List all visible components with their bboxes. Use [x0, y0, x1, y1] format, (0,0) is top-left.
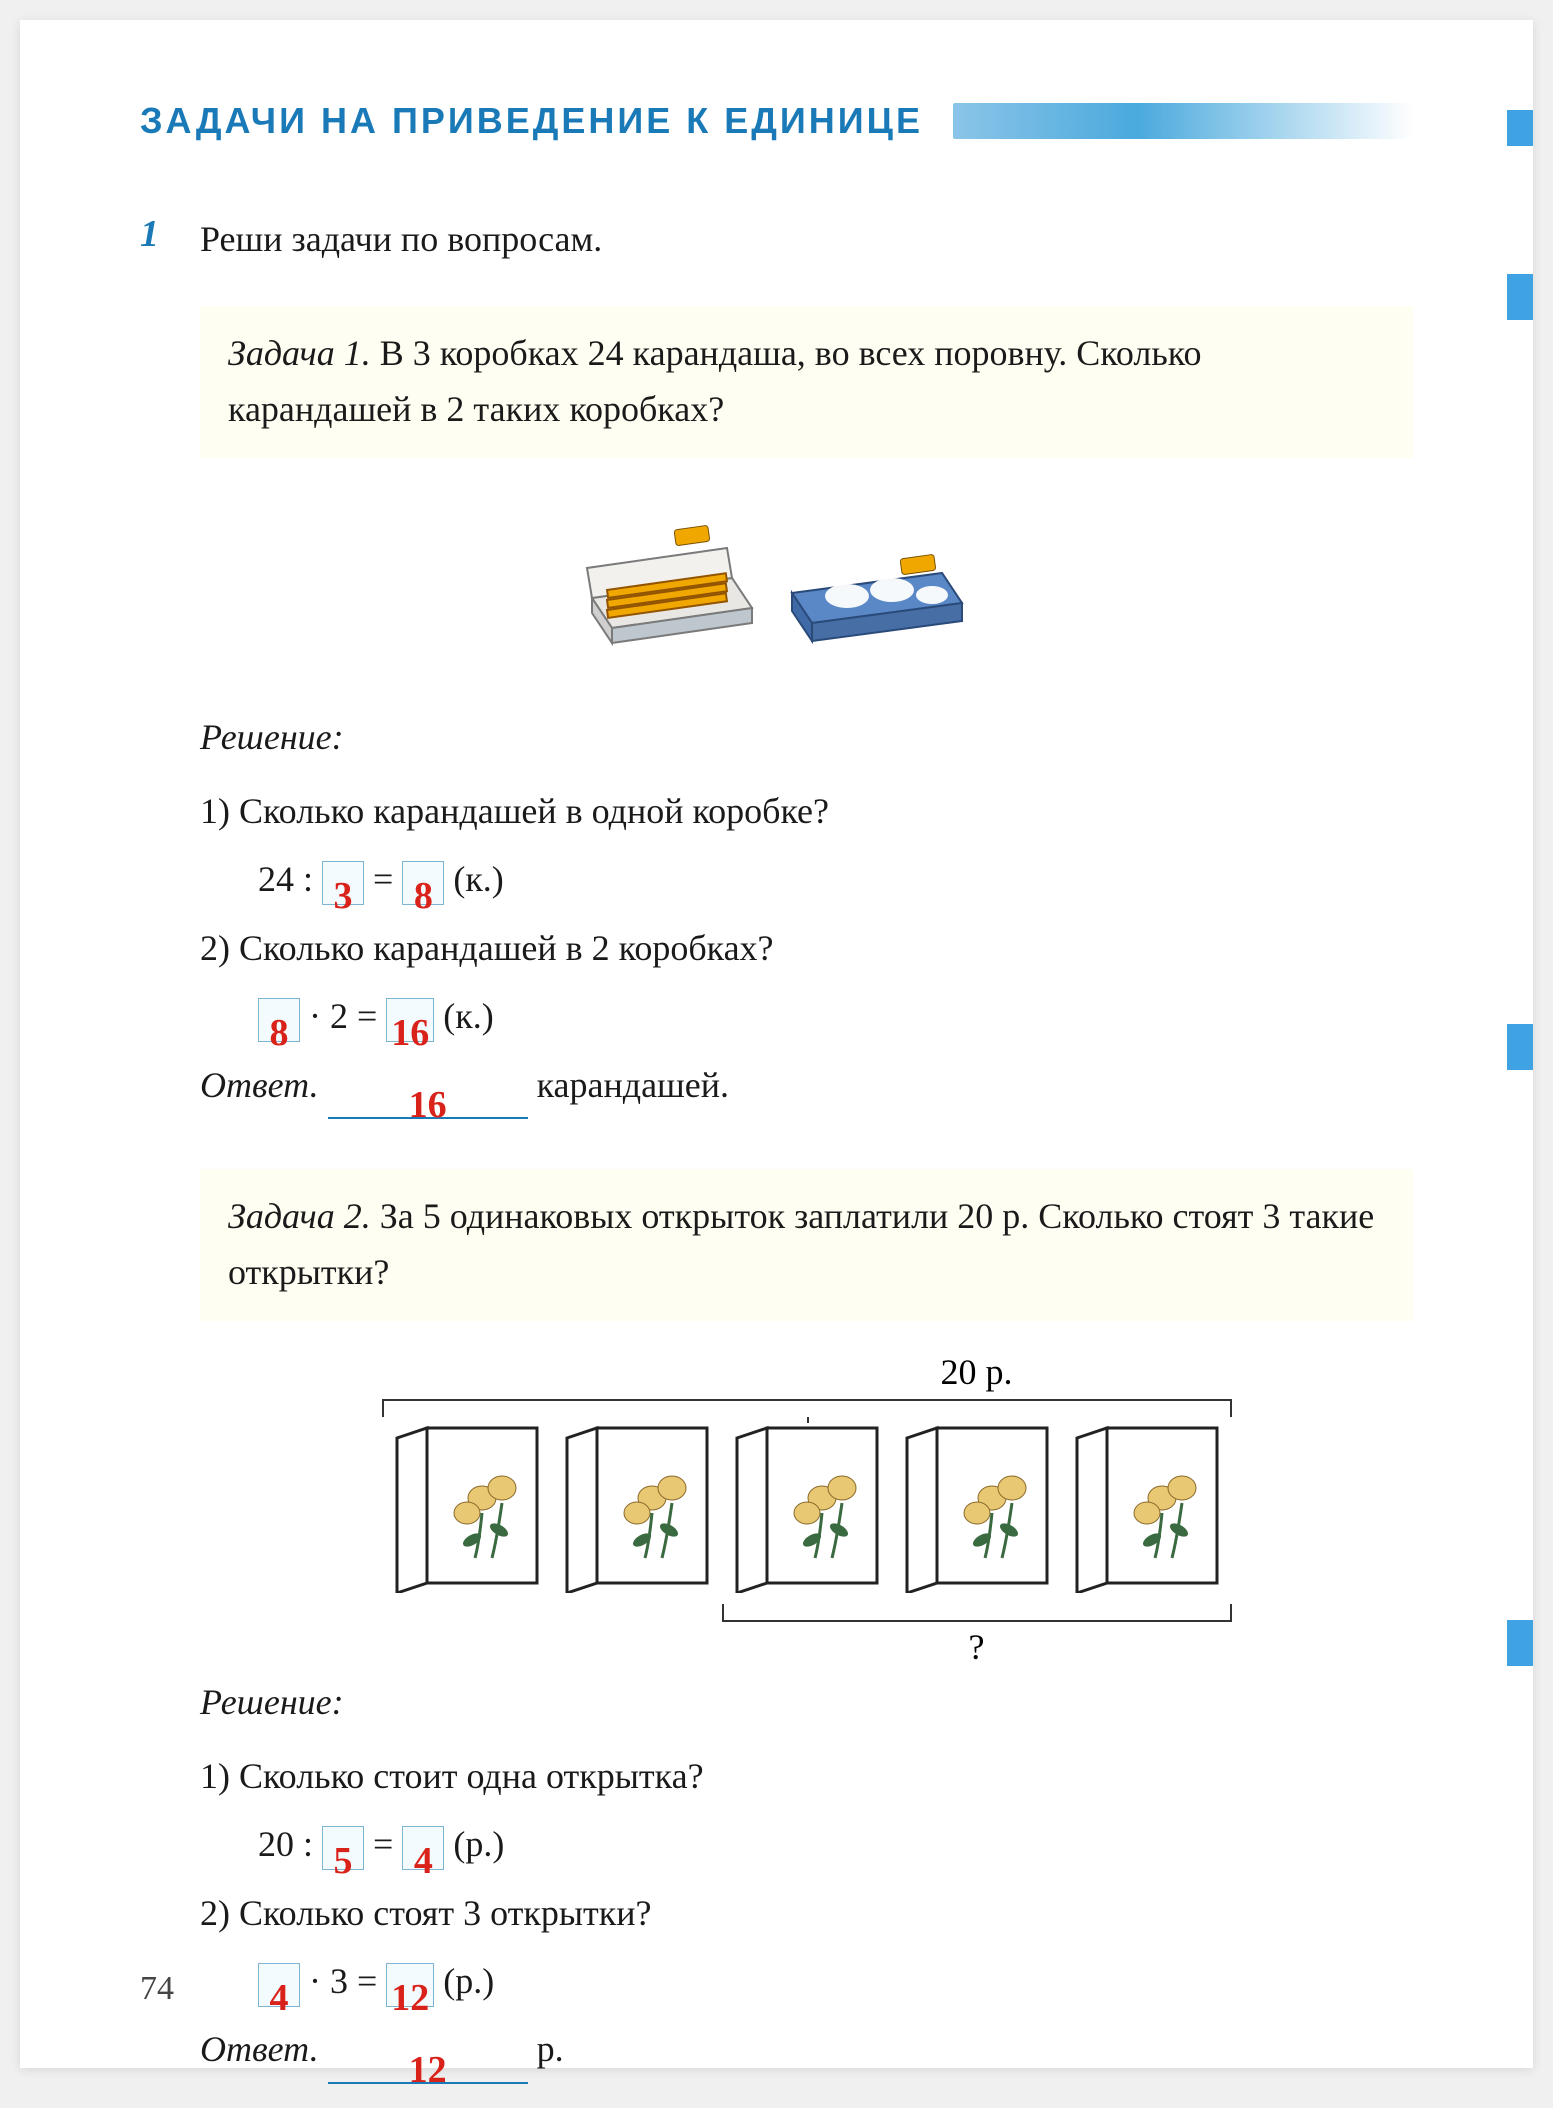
exercise-row: 1 Реши задачи по вопросам. [140, 212, 1413, 266]
unit: (к.) [453, 859, 503, 899]
unit: (р.) [443, 1961, 494, 2001]
answer-label: Ответ. [200, 2029, 319, 2069]
expr-mid: · 3 = [309, 1961, 377, 2001]
task1-step1-question: 1) Сколько карандашей в одной коробке? [200, 777, 1413, 845]
task1-step1-expression: 24 : 3 = 8 (к.) [258, 845, 1413, 913]
answer-field[interactable]: 8 [258, 998, 300, 1042]
answer-blank[interactable]: 16 [328, 1075, 528, 1119]
answer-field[interactable]: 4 [402, 1826, 444, 1870]
card-icon [1072, 1423, 1222, 1593]
answer-value: 3 [334, 875, 353, 917]
task2-step2-question: 2) Сколько стоят 3 открытки? [200, 1879, 1413, 1947]
task2-step1-expression: 20 : 5 = 4 (р.) [258, 1810, 1413, 1878]
cards-top-label: 20 р. [540, 1351, 1413, 1393]
task2-illustration: 20 р. ? [200, 1351, 1413, 1668]
card-icon [392, 1423, 542, 1593]
answer-value: 16 [409, 1084, 447, 1126]
answer-field[interactable]: 12 [386, 1963, 434, 2007]
task1-answer-row: Ответ. 16 карандашей. [200, 1051, 1413, 1119]
cards-bottom-label: ? [722, 1626, 1232, 1668]
task1-text: В 3 коробках 24 карандаша, во всех поров… [228, 333, 1201, 429]
unit: (р.) [453, 1824, 504, 1864]
edge-marker [1507, 1620, 1533, 1666]
page: ЗАДАЧИ НА ПРИВЕДЕНИЕ К ЕДИНИЦЕ 1 Реши за… [20, 20, 1533, 2068]
edge-marker [1507, 1024, 1533, 1070]
task2-answer-row: Ответ. 12 р. [200, 2015, 1413, 2083]
answer-field[interactable]: 8 [402, 861, 444, 905]
expr-mid: · 2 = [309, 996, 377, 1036]
edge-marker [1507, 110, 1533, 146]
solution-label: Решение: [200, 703, 1413, 771]
exercise-instruction: Реши задачи по вопросам. [200, 212, 602, 266]
task2-step2-expression: 4 · 3 = 12 (р.) [258, 1947, 1413, 2015]
task1-solution: Решение: 1) Сколько карандашей в одной к… [200, 703, 1413, 1119]
card-icon [902, 1423, 1052, 1593]
answer-field[interactable]: 5 [322, 1826, 364, 1870]
task1-step2-question: 2) Сколько карандашей в 2 коробках? [200, 914, 1413, 982]
bracket-top [382, 1399, 1232, 1417]
task2-box: Задача 2. За 5 одинаковых открыток запла… [200, 1169, 1413, 1321]
answer-unit: карандашей. [537, 1065, 729, 1105]
expr-left: 20 : [258, 1824, 313, 1864]
exercise-number: 1 [140, 212, 200, 256]
answer-unit: р. [537, 2029, 564, 2069]
task1-label: Задача 1. [228, 333, 371, 373]
answer-value: 16 [391, 1012, 429, 1054]
task1-box: Задача 1. В 3 коробках 24 карандаша, во … [200, 306, 1413, 458]
cards-row [392, 1423, 1222, 1593]
bracket-bottom [722, 1604, 1232, 1622]
page-number: 74 [140, 1970, 174, 2008]
equals: = [373, 1824, 393, 1864]
pencil-boxes-icon [562, 488, 992, 658]
task2-label: Задача 2. [228, 1196, 371, 1236]
answer-field[interactable]: 3 [322, 861, 364, 905]
answer-value: 4 [414, 1840, 433, 1882]
task2-step1-question: 1) Сколько стоит одна открытка? [200, 1742, 1413, 1810]
section-title: ЗАДАЧИ НА ПРИВЕДЕНИЕ К ЕДИНИЦЕ [140, 100, 923, 142]
task2-solution: Решение: 1) Сколько стоит одна открытка?… [200, 1668, 1413, 2084]
answer-value: 4 [270, 1977, 289, 2019]
answer-value: 8 [270, 1012, 289, 1054]
answer-value: 8 [414, 875, 433, 917]
task1-step2-expression: 8 · 2 = 16 (к.) [258, 982, 1413, 1050]
edge-marker [1507, 274, 1533, 320]
answer-value: 12 [391, 1977, 429, 2019]
task2-text: За 5 одинаковых открыток заплатили 20 р.… [228, 1196, 1374, 1292]
answer-field[interactable]: 4 [258, 1963, 300, 2007]
solution-label: Решение: [200, 1668, 1413, 1736]
unit: (к.) [443, 996, 493, 1036]
card-icon [732, 1423, 882, 1593]
section-header: ЗАДАЧИ НА ПРИВЕДЕНИЕ К ЕДИНИЦЕ [140, 100, 1413, 142]
answer-value: 5 [334, 1840, 353, 1882]
answer-field[interactable]: 16 [386, 998, 434, 1042]
answer-blank[interactable]: 12 [328, 2040, 528, 2084]
equals: = [373, 859, 393, 899]
card-icon [562, 1423, 712, 1593]
task1-illustration [140, 488, 1413, 663]
answer-value: 12 [409, 2049, 447, 2091]
answer-label: Ответ. [200, 1065, 319, 1105]
expr-left: 24 : [258, 859, 313, 899]
header-fade-bar [953, 103, 1413, 139]
